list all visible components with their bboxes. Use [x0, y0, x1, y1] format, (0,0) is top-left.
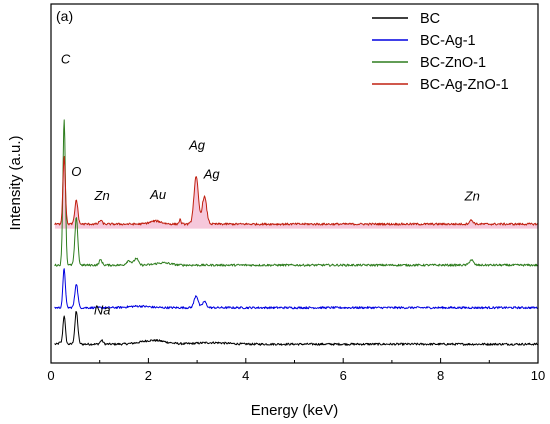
- series-line-2: [54, 119, 538, 267]
- y-axis-title: Intensity (a.u.): [7, 135, 24, 230]
- peak-annotations: C O Zn Au Ag Ag Zn Na: [61, 52, 480, 318]
- x-tick-label-4: 8: [437, 368, 444, 383]
- legend-label-3: BC-Ag-ZnO-1: [420, 77, 509, 93]
- annotation-4: Ag: [188, 138, 206, 153]
- annotation-6: Zn: [464, 189, 480, 204]
- x-tick-label-0: 0: [47, 368, 54, 383]
- x-tick-label-5: 10: [531, 368, 545, 383]
- panel-label: (a): [56, 8, 73, 24]
- x-tick-label-3: 6: [340, 368, 347, 383]
- legend: BC BC-Ag-1 BC-ZnO-1 BC-Ag-ZnO-1: [372, 11, 509, 93]
- annotation-7: Na: [94, 303, 111, 318]
- series-line-1: [54, 268, 538, 310]
- annotation-1: O: [71, 164, 81, 179]
- annotation-5: Ag: [203, 166, 221, 181]
- x-axis-ticks: 0 2 4 6 8 10: [47, 358, 545, 383]
- series-line-3: [54, 156, 538, 226]
- legend-label-2: BC-ZnO-1: [420, 55, 486, 71]
- x-axis-title: Energy (keV): [251, 402, 339, 419]
- annotation-0: C: [61, 52, 71, 67]
- series-line-0: [54, 311, 538, 346]
- annotation-2: Zn: [94, 188, 110, 203]
- spectrum-lines: [54, 119, 538, 346]
- legend-label-1: BC-Ag-1: [420, 33, 476, 49]
- x-tick-label-2: 4: [242, 368, 249, 383]
- legend-label-0: BC: [420, 11, 440, 27]
- x-tick-label-1: 2: [145, 368, 152, 383]
- annotation-3: Au: [149, 187, 166, 202]
